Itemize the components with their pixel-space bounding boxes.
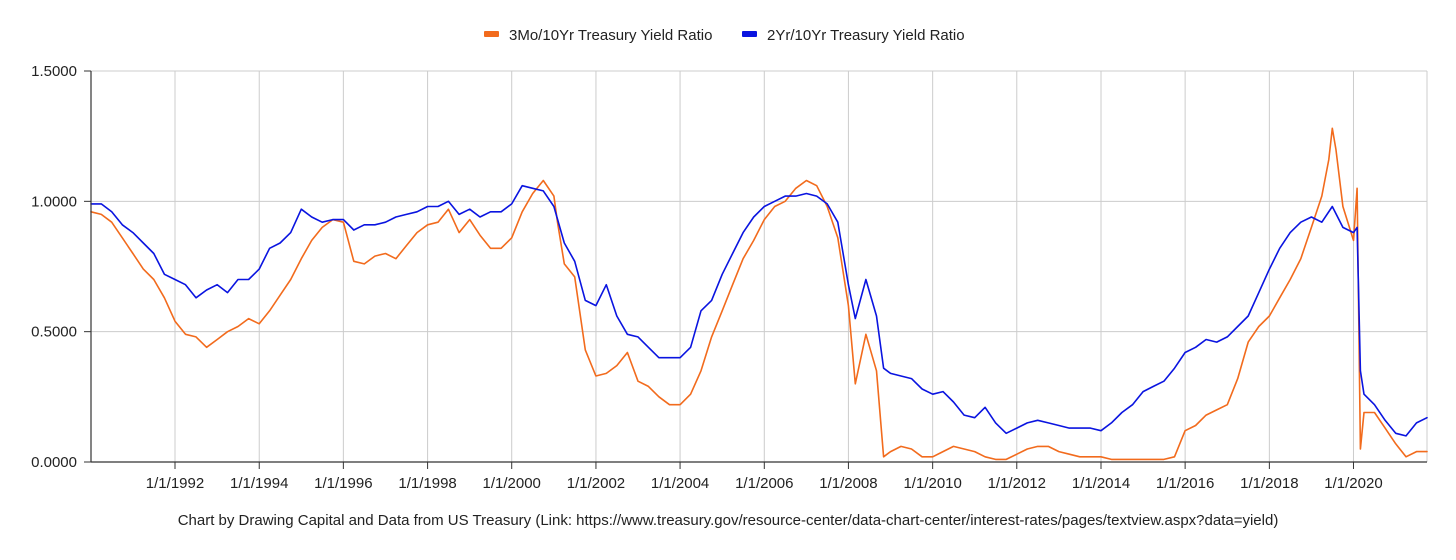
x-tick-label: 1/1/1994 (230, 475, 288, 492)
y-axis-tick-labels: 0.0000 0.5000 1.0000 1.5000 (31, 63, 77, 471)
x-tick-label: 1/1/2018 (1240, 475, 1298, 492)
x-tick-label: 1/1/2010 (903, 475, 961, 492)
x-tick-label: 1/1/2008 (819, 475, 877, 492)
series-line-2yr-10yr (90, 184, 1428, 437)
x-tick-label: 1/1/2016 (1156, 475, 1214, 492)
y-tick-label: 0.5000 (31, 324, 77, 341)
chart-legend: 3Mo/10Yr Treasury Yield Ratio 2Yr/10Yr T… (484, 27, 965, 44)
chart-source-caption: Chart by Drawing Capital and Data from U… (177, 512, 1279, 529)
x-tick-label: 1/1/2020 (1324, 475, 1382, 492)
x-tick-label: 1/1/2014 (1072, 475, 1130, 492)
axes (84, 70, 1427, 469)
x-tick-label: 1/1/2012 (988, 475, 1046, 492)
x-tick-label: 1/1/1998 (398, 475, 456, 492)
y-tick-label: 1.5000 (31, 63, 77, 80)
legend-swatch-3mo-10yr (484, 31, 499, 37)
x-axis-tick-labels: 1/1/1992 1/1/1994 1/1/1996 1/1/1998 1/1/2000… (146, 475, 1383, 492)
series-line-3mo-10yr (90, 127, 1428, 461)
series-layer (90, 127, 1428, 461)
y-tick-label: 1.0000 (31, 193, 77, 210)
x-tick-label: 1/1/1992 (146, 475, 204, 492)
line-chart: 3Mo/10Yr Treasury Yield Ratio 2Yr/10Yr T… (31, 27, 1428, 492)
x-tick-label: 1/1/2004 (651, 475, 709, 492)
grid-lines (91, 70, 1428, 462)
legend-label-2yr-10yr: 2Yr/10Yr Treasury Yield Ratio (767, 27, 965, 44)
x-tick-label: 1/1/2006 (735, 475, 793, 492)
x-tick-label: 1/1/2002 (567, 475, 625, 492)
x-tick-label: 1/1/2000 (483, 475, 541, 492)
y-tick-label: 0.0000 (31, 454, 77, 471)
x-tick-label: 1/1/1996 (314, 475, 372, 492)
legend-label-3mo-10yr: 3Mo/10Yr Treasury Yield Ratio (509, 27, 712, 44)
legend-swatch-2yr-10yr (742, 31, 757, 37)
